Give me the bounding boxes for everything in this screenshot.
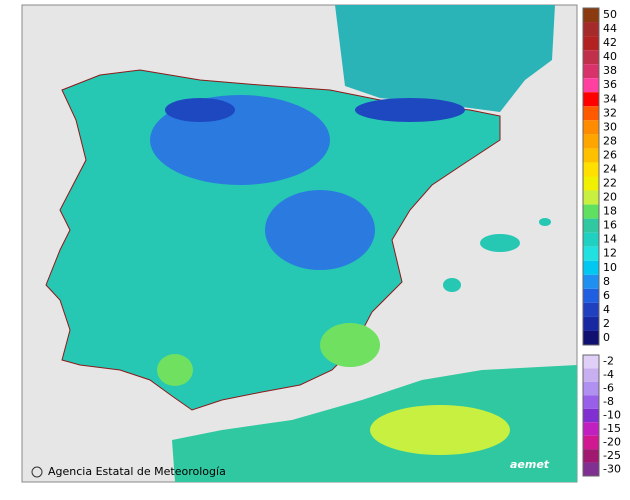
legend-label: 30 <box>603 120 617 133</box>
legend-label: -4 <box>603 368 614 381</box>
legend-label: 36 <box>603 78 617 91</box>
legend-border <box>582 354 600 477</box>
legend-swatch <box>583 395 599 409</box>
legend-label: 40 <box>603 50 617 63</box>
legend-swatch <box>583 288 599 303</box>
legend-swatch <box>583 92 599 107</box>
warm-area <box>320 323 380 367</box>
legend-swatch <box>583 22 599 37</box>
legend-label: 26 <box>603 148 617 161</box>
cold-area <box>355 98 465 122</box>
legend-label: 38 <box>603 64 617 77</box>
legend-label: 32 <box>603 106 617 119</box>
legend-label: 10 <box>603 261 617 274</box>
legend-swatch <box>583 449 599 463</box>
legend-label: -15 <box>603 422 621 435</box>
legend-label: -10 <box>603 409 621 422</box>
legend-swatch <box>583 232 599 247</box>
legend-label: -8 <box>603 395 614 408</box>
legend-swatch <box>583 422 599 436</box>
legend-label: -2 <box>603 355 614 368</box>
logo: aemet <box>510 458 550 471</box>
legend-swatch <box>583 204 599 219</box>
legend-label: 0 <box>603 331 610 344</box>
legend-label: 14 <box>603 233 617 246</box>
cold-area <box>165 98 235 122</box>
legend-swatch <box>583 302 599 317</box>
legend-label: -25 <box>603 449 621 462</box>
legend-swatch <box>583 190 599 205</box>
legend-swatch <box>583 8 599 23</box>
legend-swatch <box>583 218 599 233</box>
legend-swatch <box>583 274 599 289</box>
legend-swatch <box>583 435 599 450</box>
legend-label: 4 <box>603 303 610 316</box>
legend-swatch <box>583 78 599 93</box>
legend: 5044424038363432302826242220181614121086… <box>582 7 621 477</box>
legend-label: 2 <box>603 317 610 330</box>
legend-swatch <box>583 355 599 369</box>
legend-swatch <box>583 148 599 163</box>
legend-label: 18 <box>603 205 617 218</box>
legend-swatch <box>583 36 599 51</box>
legend-label: 22 <box>603 177 617 190</box>
island <box>443 278 461 292</box>
legend-swatch <box>583 50 599 65</box>
legend-label: 12 <box>603 247 617 260</box>
legend-label: 28 <box>603 134 617 147</box>
warm-area <box>370 405 510 455</box>
legend-label: 6 <box>603 289 610 302</box>
legend-label: 50 <box>603 8 617 21</box>
legend-swatch <box>583 330 599 345</box>
legend-swatch <box>583 176 599 191</box>
legend-swatch <box>583 106 599 121</box>
legend-swatch <box>583 246 599 261</box>
legend-label: 16 <box>603 219 617 232</box>
legend-label: -30 <box>603 462 621 475</box>
legend-label: -6 <box>603 382 614 395</box>
legend-label: 24 <box>603 162 617 175</box>
legend-label: 8 <box>603 275 610 288</box>
legend-swatch <box>583 316 599 331</box>
warm-area <box>157 354 193 386</box>
legend-swatch <box>583 134 599 149</box>
legend-label: 42 <box>603 36 617 49</box>
legend-swatch <box>583 381 599 396</box>
legend-swatch <box>583 368 599 382</box>
cold-area <box>265 190 375 270</box>
legend-swatch <box>583 260 599 275</box>
legend-swatch <box>583 120 599 135</box>
copyright-icon <box>31 466 43 478</box>
legend-border <box>582 7 600 346</box>
credit: Agencia Estatal de Meteorología <box>48 465 226 478</box>
france <box>335 5 555 112</box>
legend-swatch <box>583 408 599 423</box>
legend-label: 34 <box>603 92 617 105</box>
legend-label: 20 <box>603 191 617 204</box>
island <box>480 234 520 252</box>
legend-swatch <box>583 64 599 79</box>
island <box>539 218 551 226</box>
legend-label: 44 <box>603 22 617 35</box>
legend-swatch <box>583 462 599 476</box>
legend-label: -20 <box>603 435 621 448</box>
legend-swatch <box>583 162 599 177</box>
